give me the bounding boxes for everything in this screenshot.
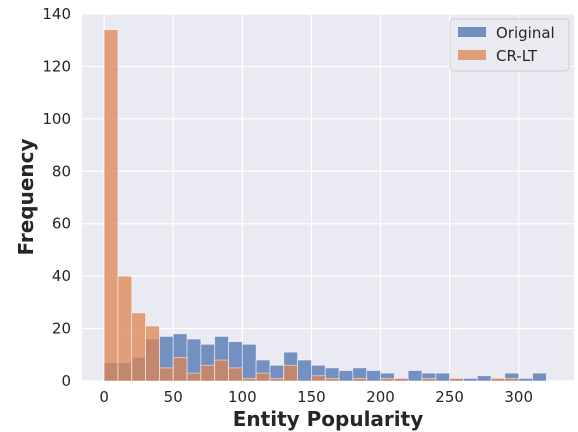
bar-original-270 (476, 375, 492, 382)
y-tick-label-120: 120 (42, 57, 71, 75)
bar-original-140 (297, 359, 312, 382)
plot-background (82, 14, 574, 381)
x-axis-label: Entity Popularity (233, 407, 424, 431)
bar-cr-lt-160 (324, 377, 340, 382)
legend-swatch-cr-lt (458, 50, 486, 60)
bar-cr-lt-280 (490, 377, 506, 382)
x-tick-label-100: 100 (228, 388, 257, 406)
bar-cr-lt-210 (393, 377, 409, 382)
bar-cr-lt-60 (186, 372, 202, 382)
bar-cr-lt-110 (255, 372, 271, 382)
bar-cr-lt-150 (311, 375, 326, 382)
bar-cr-lt-10 (117, 275, 133, 382)
bar-original-220 (407, 370, 423, 382)
x-tick-labels: 0 50 100 150 200 250 300 (99, 388, 533, 406)
bar-original-190 (366, 370, 381, 382)
x-tick-label-200: 200 (366, 388, 395, 406)
bar-cr-lt-90 (228, 367, 243, 382)
series-cr-lt-bars (103, 29, 520, 382)
bar-cr-lt-180 (352, 377, 368, 382)
x-tick-label-50: 50 (164, 388, 183, 406)
bar-cr-lt-0 (103, 29, 119, 382)
y-tick-label-100: 100 (42, 110, 71, 128)
y-tick-label-20: 20 (52, 320, 71, 338)
y-tick-label-40: 40 (52, 267, 71, 285)
bar-cr-lt-130 (283, 364, 298, 382)
y-axis-label: Frequency (14, 138, 38, 255)
bar-cr-lt-230 (421, 377, 437, 382)
y-tick-label-60: 60 (52, 215, 71, 233)
bar-cr-lt-200 (380, 377, 395, 382)
x-tick-label-250: 250 (435, 388, 464, 406)
bar-cr-lt-50 (172, 357, 188, 382)
bar-cr-lt-250 (449, 377, 464, 382)
y-tick-label-0: 0 (61, 372, 71, 390)
x-tick-label-150: 150 (297, 388, 326, 406)
bar-original-300 (518, 377, 533, 382)
bar-cr-lt-120 (269, 377, 285, 382)
legend: Original CR-LT (449, 18, 570, 72)
legend-label-cr-lt: CR-LT (496, 47, 538, 65)
y-tick-label-140: 140 (42, 5, 71, 23)
bar-cr-lt-20 (131, 312, 146, 382)
bar-cr-lt-100 (241, 377, 257, 382)
x-tick-label-0: 0 (99, 388, 109, 406)
bar-cr-lt-80 (214, 359, 229, 382)
bar-cr-lt-40 (158, 367, 174, 382)
x-tick-label-300: 300 (504, 388, 533, 406)
bar-original-100 (241, 343, 257, 382)
bar-original-260 (463, 377, 478, 382)
bar-original-310 (532, 372, 547, 382)
y-tick-label-80: 80 (52, 162, 71, 180)
bar-original-240 (435, 372, 451, 382)
y-tick-labels: 0 20 40 60 80 100 120 140 (42, 5, 71, 390)
bar-cr-lt-70 (200, 364, 216, 382)
bar-cr-lt-30 (145, 325, 160, 382)
bar-original-170 (338, 370, 354, 382)
bar-cr-lt-290 (504, 377, 520, 382)
legend-label-original: Original (496, 24, 555, 42)
legend-swatch-original (458, 27, 486, 37)
